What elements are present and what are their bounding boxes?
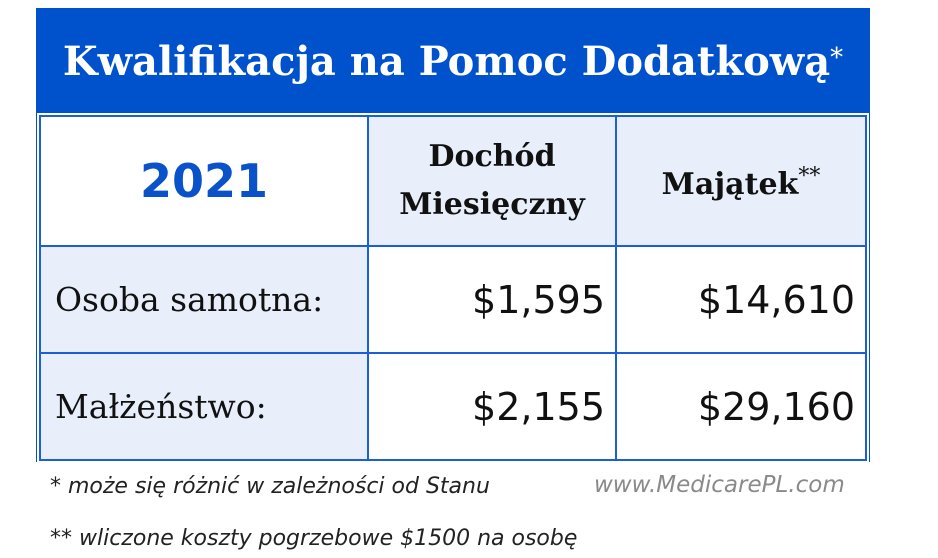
footnote-1: * może się różnić w zależności od Stanu bbox=[50, 474, 490, 499]
income-value: $1,595 bbox=[367, 245, 617, 354]
website-link[interactable]: www.MedicarePL.com bbox=[594, 472, 845, 498]
qualification-table: 2021 Dochód Miesięczny Majątek** Osoba sa… bbox=[37, 113, 869, 463]
assets-value: $29,160 bbox=[615, 352, 867, 461]
qualification-card: Kwalifikacja na Pomoc Dodatkową * 2021 Do… bbox=[36, 8, 870, 463]
header-income-line1: Dochód bbox=[428, 139, 556, 174]
row-label: Osoba samotna: bbox=[39, 245, 369, 354]
card-title: Kwalifikacja na Pomoc Dodatkową * bbox=[36, 8, 870, 115]
header-assets: Majątek** bbox=[615, 115, 867, 247]
row-label: Małżeństwo: bbox=[39, 352, 369, 461]
income-value: $2,155 bbox=[367, 352, 617, 461]
assets-value: $14,610 bbox=[615, 245, 867, 354]
table-row: Małżeństwo: $2,155 $29,160 bbox=[39, 352, 867, 461]
table-row: Osoba samotna: $1,595 $14,610 bbox=[39, 245, 867, 354]
title-text: Kwalifikacja na Pomoc Dodatkową bbox=[62, 38, 831, 85]
footnote-2: ** wliczone koszty pogrzebowe $1500 na o… bbox=[50, 526, 578, 551]
header-row: 2021 Dochód Miesięczny Majątek** bbox=[39, 115, 867, 247]
header-assets-label: Majątek bbox=[661, 167, 799, 202]
header-income: Dochód Miesięczny bbox=[367, 115, 617, 247]
title-footnote-mark: * bbox=[830, 42, 844, 73]
header-income-line2: Miesięczny bbox=[399, 187, 585, 222]
year-cell: 2021 bbox=[39, 115, 369, 247]
header-assets-mark: ** bbox=[798, 164, 821, 189]
